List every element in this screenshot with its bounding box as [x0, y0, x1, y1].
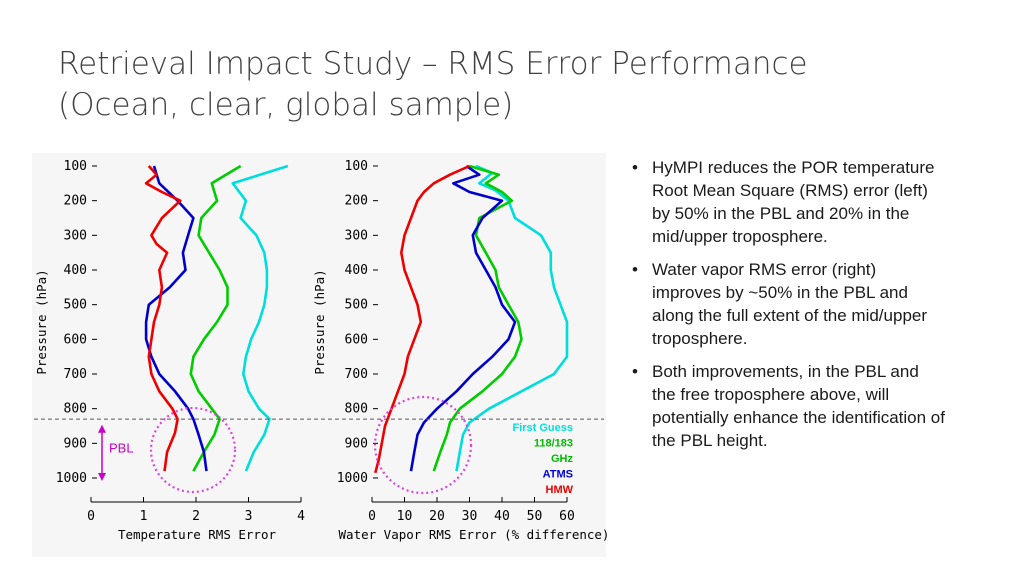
series-line-2: [144, 165, 208, 472]
y-tick-label: 500: [345, 298, 368, 313]
y-tick-label: 100: [345, 159, 368, 174]
title-line-1: Retrieval Impact Study – RMS Error Perfo…: [58, 46, 808, 82]
y-tick-label: 1000: [56, 471, 87, 486]
y-tick-label: 900: [64, 436, 87, 451]
pbl-label: PBL: [109, 440, 134, 455]
x-axis-label: Water Vapor RMS Error (% difference): [339, 527, 610, 542]
bullet-pbl-height: Both improvements, in the PBL and the fr…: [632, 360, 947, 452]
series-line-1: [189, 164, 242, 472]
x-tick-label: 3: [245, 509, 253, 524]
y-tick-label: 300: [64, 228, 87, 243]
x-tick-label: 0: [368, 509, 376, 524]
y-tick-label: 1000: [337, 471, 368, 486]
series-line-3: [374, 164, 471, 474]
legend-entry: GHz: [551, 453, 574, 465]
legend-entry: HMW: [546, 484, 574, 496]
y-tick-label: 700: [64, 367, 87, 382]
y-tick-label: 400: [64, 263, 87, 278]
series-line-0: [455, 164, 569, 472]
x-tick-label: 50: [527, 509, 543, 524]
y-tick-label: 400: [345, 263, 368, 278]
legend-entry: First Guess: [512, 422, 573, 434]
y-axis-label: Pressure (hPa): [312, 269, 327, 374]
pbl-highlight-circle-right: [373, 395, 473, 495]
y-tick-label: 900: [345, 436, 368, 451]
y-axis-label: Pressure (hPa): [34, 269, 49, 374]
pbl-arrow-head-down: [98, 473, 106, 481]
x-tick-label: 2: [192, 509, 200, 524]
y-tick-label: 800: [64, 402, 87, 417]
x-tick-label: 60: [559, 509, 575, 524]
page-title: Retrieval Impact Study – RMS Error Perfo…: [58, 44, 858, 126]
y-tick-label: 600: [64, 332, 87, 347]
x-tick-label: 1: [140, 509, 148, 524]
y-tick-label: 100: [64, 159, 87, 174]
y-tick-label: 500: [64, 298, 87, 313]
bullet-temperature: HyMPI reduces the POR temperature Root M…: [632, 156, 947, 248]
series-line-0: [231, 164, 289, 472]
x-tick-label: 4: [297, 509, 305, 524]
bullet-list: HyMPI reduces the POR temperature Root M…: [632, 156, 947, 462]
x-tick-label: 40: [494, 509, 510, 524]
figure-panel: [32, 153, 606, 557]
series-line-1: [432, 164, 523, 472]
y-tick-label: 300: [345, 228, 368, 243]
y-tick-label: 700: [345, 367, 368, 382]
pbl-highlight-circle-left: [149, 406, 237, 494]
bullet-water-vapor: Water vapor RMS error (right) improves b…: [632, 258, 947, 350]
y-tick-label: 200: [345, 194, 368, 209]
y-tick-label: 800: [345, 402, 368, 417]
title-line-2: (Ocean, clear, global sample): [58, 87, 514, 123]
legend-entry: 118/183: [534, 438, 573, 450]
x-tick-label: 0: [87, 509, 95, 524]
x-tick-label: 30: [462, 509, 478, 524]
legend-entry: ATMS: [543, 469, 573, 481]
series-line-2: [409, 164, 517, 472]
x-tick-label: 20: [429, 509, 445, 524]
series-line-3: [144, 165, 182, 472]
y-tick-label: 200: [64, 194, 87, 209]
y-tick-label: 600: [345, 332, 368, 347]
x-tick-label: 10: [397, 509, 413, 524]
x-axis-label: Temperature RMS Error: [118, 527, 277, 542]
pbl-arrow-head-up: [98, 424, 106, 433]
